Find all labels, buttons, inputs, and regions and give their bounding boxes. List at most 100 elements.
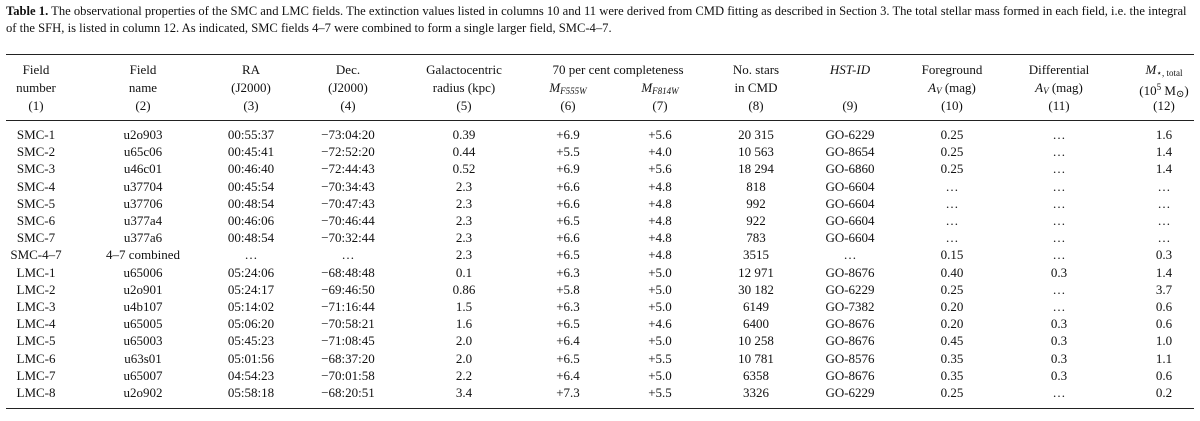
cell-differential-av: 0.3 — [1050, 367, 1068, 383]
cell-field-name: u2o901 — [123, 281, 163, 297]
cell-field-number: LMC-6 — [16, 350, 56, 366]
cell-dec: … — [341, 247, 355, 263]
table-label: Table 1. — [6, 4, 49, 18]
header-dec-2: (J2000) — [328, 80, 368, 95]
cell-differential-av: … — [1052, 281, 1066, 297]
cell-m-f555w: +5.5 — [556, 144, 580, 160]
header-hst-id: HST-ID — [829, 62, 871, 77]
cell-m-f814w: +5.0 — [648, 299, 672, 314]
cell-m-f814w: +5.0 — [648, 367, 672, 383]
cell-differential-av: 0.3 — [1050, 333, 1068, 349]
cell-radius: 2.3 — [455, 178, 473, 194]
cell-field-number: LMC-1 — [16, 264, 56, 280]
cell-stars: 6149 — [743, 299, 769, 314]
cell-field-number: SMC-4–7 — [10, 247, 62, 263]
cell-m-f814w: +4.6 — [648, 316, 672, 332]
cell-m-f555w: +7.3 — [556, 385, 580, 400]
header-foreground-3: (10) — [941, 98, 963, 113]
cell-differential-av: … — [1052, 230, 1066, 246]
cell-m-f814w: +4.8 — [648, 178, 672, 194]
cell-radius: 2.3 — [455, 247, 473, 263]
cell-ra: 00:55:37 — [227, 127, 275, 142]
cell-radius: 2.0 — [455, 333, 473, 349]
header-differential-3: (11) — [1048, 98, 1070, 113]
cell-foreground-av: 0.15 — [940, 247, 964, 263]
cell-mass-total: 0.6 — [1155, 367, 1173, 383]
cell-dec: −70:46:44 — [321, 213, 375, 228]
cell-dec: −72:44:43 — [321, 161, 375, 177]
header-stars-2: in CMD — [734, 80, 778, 95]
cell-dec: −71:08:45 — [321, 333, 375, 349]
cell-field-number: SMC-1 — [16, 127, 56, 142]
header-rule — [6, 120, 1194, 121]
cell-differential-av: … — [1052, 127, 1066, 142]
cell-field-name: u377a6 — [123, 230, 163, 246]
cell-ra: 05:24:17 — [227, 281, 275, 297]
header-mass-units: (105 M⊙) — [1139, 82, 1189, 100]
cell-m-f555w: +6.6 — [556, 178, 580, 194]
cell-stars: 922 — [746, 213, 766, 228]
header-hst-id-3: (9) — [842, 98, 858, 113]
cell-m-f814w: +5.5 — [648, 385, 672, 400]
cell-field-number: SMC-6 — [16, 213, 56, 228]
cell-stars: 18 294 — [738, 161, 774, 177]
header-ra-3: (3) — [243, 98, 259, 113]
cell-ra: 05:06:20 — [227, 316, 275, 332]
header-dec-1: Dec. — [335, 62, 361, 77]
cell-hst-id: GO-6604 — [825, 230, 875, 246]
cell-foreground-av: 0.25 — [940, 144, 964, 160]
cell-stars: 783 — [746, 230, 766, 246]
cell-hst-id: GO-8676 — [825, 316, 875, 332]
cell-stars: 12 971 — [738, 264, 774, 280]
cell-stars: 6358 — [743, 367, 769, 383]
cell-m-f814w: +4.8 — [648, 230, 672, 246]
cell-differential-av: 0.3 — [1050, 350, 1068, 366]
cell-dec: −69:46:50 — [321, 281, 375, 297]
header-field-name-1: Field — [129, 62, 157, 77]
header-field-number-2: number — [16, 80, 56, 95]
cell-stars: 3326 — [743, 385, 769, 400]
header-field-number-1: Field — [22, 62, 50, 77]
caption-text: The observational properties of the SMC … — [6, 4, 1187, 35]
cell-field-name: u65003 — [123, 333, 163, 349]
cell-radius: 1.6 — [455, 316, 473, 332]
cell-field-name: u2o903 — [123, 127, 163, 142]
cell-dec: −73:04:20 — [321, 127, 375, 142]
header-radius-2: radius (kpc) — [432, 80, 496, 95]
cell-mass-total: 1.4 — [1155, 144, 1173, 160]
cell-radius: 0.39 — [452, 127, 476, 142]
cell-differential-av: … — [1052, 385, 1066, 400]
cell-differential-av: … — [1052, 213, 1066, 228]
cell-mass-total: 0.3 — [1155, 247, 1173, 263]
cell-stars: 10 781 — [738, 350, 774, 366]
cell-hst-id: GO-7382 — [825, 299, 875, 314]
cell-m-f555w: +6.3 — [556, 299, 580, 314]
cell-radius: 0.86 — [452, 281, 476, 297]
cell-field-number: LMC-7 — [16, 367, 56, 383]
cell-ra: 00:45:41 — [227, 144, 275, 160]
cell-field-number: SMC-4 — [16, 178, 56, 194]
cell-stars: 30 182 — [738, 281, 774, 297]
header-stars-1: No. stars — [732, 62, 780, 77]
cell-m-f555w: +5.8 — [556, 281, 580, 297]
header-differential-1: Differential — [1028, 62, 1090, 77]
cell-mass-total: 0.6 — [1155, 316, 1173, 332]
cell-ra: 00:46:06 — [227, 213, 275, 228]
header-m-f814w-3: (7) — [652, 98, 668, 113]
cell-ra: 05:45:23 — [227, 333, 275, 349]
cell-m-f814w: +4.8 — [648, 247, 672, 263]
table-caption: Table 1. The observational properties of… — [6, 3, 1194, 37]
cell-mass-total: 1.4 — [1155, 161, 1173, 177]
cell-differential-av: 0.3 — [1050, 264, 1068, 280]
cell-hst-id: GO-6860 — [825, 161, 875, 177]
cell-m-f814w: +5.0 — [648, 281, 672, 297]
cell-m-f814w: +5.0 — [648, 264, 672, 280]
cell-m-f814w: +5.0 — [648, 333, 672, 349]
cell-differential-av: 0.3 — [1050, 316, 1068, 332]
cell-foreground-av: … — [945, 213, 959, 228]
header-m-f555w-3: (6) — [560, 98, 576, 113]
cell-field-name: u65007 — [123, 367, 163, 383]
header-dec-3: (4) — [340, 98, 356, 113]
cell-radius: 2.3 — [455, 230, 473, 246]
cell-field-name: u65c06 — [123, 144, 163, 160]
